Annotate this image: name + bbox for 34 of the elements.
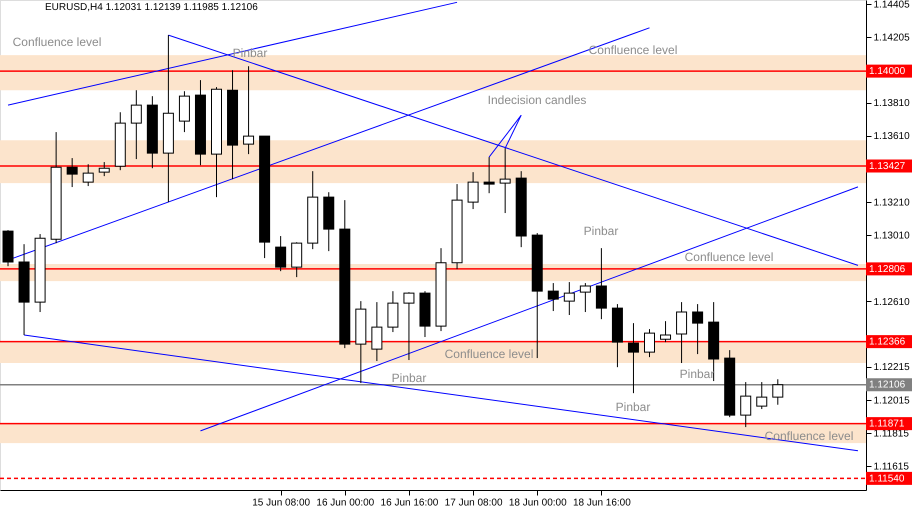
chart-title: EURUSD,H4 1.12031 1.12139 1.11985 1.12106 <box>45 2 258 13</box>
y-tick-label: 1.13210 <box>874 197 910 208</box>
annotation: Pinbar <box>616 400 650 414</box>
ref-line-label: 1.14000 <box>869 66 906 78</box>
x-tick-label: 16 Jun 16:00 <box>380 498 439 508</box>
annotation: Pinbar <box>584 224 618 238</box>
y-tick-label: 1.14405 <box>874 0 910 11</box>
x-tick-label: 17 Jun 08:00 <box>444 498 503 508</box>
ref-line-label: 1.12806 <box>869 264 906 275</box>
x-tick-label: 15 Jun 08:00 <box>252 498 310 508</box>
x-tick-label: 18 Jun 00:00 <box>508 498 568 508</box>
ref-line-label: 1.12366 <box>869 336 906 348</box>
y-tick-label: 1.12015 <box>874 395 910 406</box>
ref-line-label: 1.12106 <box>869 380 906 391</box>
y-tick-label: 1.11615 <box>874 461 910 472</box>
y-tick-label: 1.13610 <box>874 131 910 142</box>
y-tick-label: 1.14205 <box>874 32 910 44</box>
annotation: Confluence level <box>444 347 534 361</box>
annotation: Confluence level <box>684 250 774 264</box>
annotation: Indecision candles <box>488 93 586 107</box>
x-tick-label: 16 Jun 00:00 <box>316 498 375 508</box>
y-tick-label: 1.12610 <box>874 296 910 308</box>
y-tick-label: 1.13010 <box>874 230 910 242</box>
annotation: Pinbar <box>232 46 268 60</box>
annotation: Confluence level <box>764 429 854 443</box>
ref-line-label: 1.13427 <box>869 161 906 172</box>
y-tick-label: 1.13810 <box>874 98 910 110</box>
x-tick-label: 18 Jun 16:00 <box>572 498 632 508</box>
ref-line-label: 1.11871 <box>869 418 905 430</box>
annotation: Confluence level <box>12 35 102 49</box>
ref-line-label: 1.11540 <box>869 473 905 484</box>
annotation: Pinbar <box>392 371 426 385</box>
annotation: Confluence level <box>588 43 678 57</box>
y-tick-label: 1.12215 <box>874 362 910 374</box>
